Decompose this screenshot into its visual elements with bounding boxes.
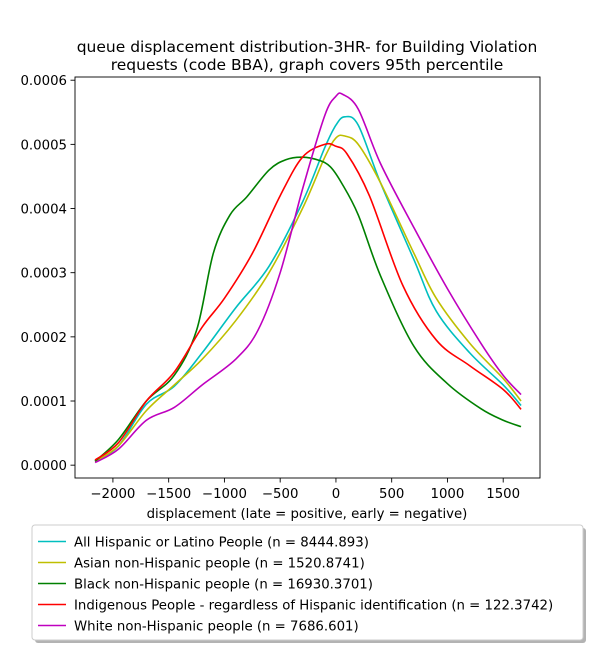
plot-frame bbox=[74, 76, 541, 479]
y-tick-label: 0.0002 bbox=[20, 331, 67, 346]
y-tick-label: 0.0004 bbox=[20, 203, 67, 218]
plot-area bbox=[94, 92, 522, 464]
x-tick-label: −1000 bbox=[202, 487, 247, 502]
legend-label: Indigenous People - regardless of Hispan… bbox=[74, 599, 553, 614]
y-tick-label: 0.0001 bbox=[20, 395, 67, 410]
y-tick-label: 0.0005 bbox=[20, 138, 67, 153]
chart-title: queue displacement distribution-3HR- for… bbox=[77, 38, 538, 74]
series-line-3 bbox=[94, 156, 522, 462]
chart-title-line-2: requests (code BBA), graph covers 95th p… bbox=[111, 56, 504, 74]
x-tick-label: 1000 bbox=[431, 487, 465, 502]
x-tick-label: 1500 bbox=[486, 487, 520, 502]
x-tick-label: 500 bbox=[379, 487, 404, 502]
series-line-2 bbox=[94, 134, 522, 463]
axes: −2000 −1500 −1000 −500 0 500 1000 1500 0.0000 0.0… bbox=[20, 74, 541, 502]
series-line-1 bbox=[94, 115, 522, 462]
x-axis-label: displacement (late = positive, early = n… bbox=[147, 507, 468, 522]
legend: All Hispanic or Latino People (n = 8444.… bbox=[31, 524, 586, 643]
legend-label: All Hispanic or Latino People (n = 8444.… bbox=[74, 536, 369, 551]
x-tick-label: −500 bbox=[262, 487, 299, 502]
x-tick-label: −1500 bbox=[146, 487, 191, 502]
x-tick-label: 0 bbox=[332, 487, 340, 502]
series-line-5 bbox=[94, 92, 522, 464]
y-tick-label: 0.0000 bbox=[20, 459, 67, 474]
chart-title-line-1: queue displacement distribution-3HR- for… bbox=[77, 38, 538, 56]
y-tick-label: 0.0003 bbox=[20, 267, 67, 282]
legend-label: Black non-Hispanic people (n = 16930.370… bbox=[74, 578, 373, 593]
y-tick-label: 0.0006 bbox=[20, 74, 67, 89]
x-tick-label: −2000 bbox=[90, 487, 135, 502]
legend-label: White non-Hispanic people (n = 7686.601) bbox=[74, 620, 359, 635]
series-line-4 bbox=[94, 142, 522, 461]
legend-box bbox=[31, 524, 584, 641]
legend-label: Asian non-Hispanic people (n = 1520.8741… bbox=[74, 557, 365, 572]
